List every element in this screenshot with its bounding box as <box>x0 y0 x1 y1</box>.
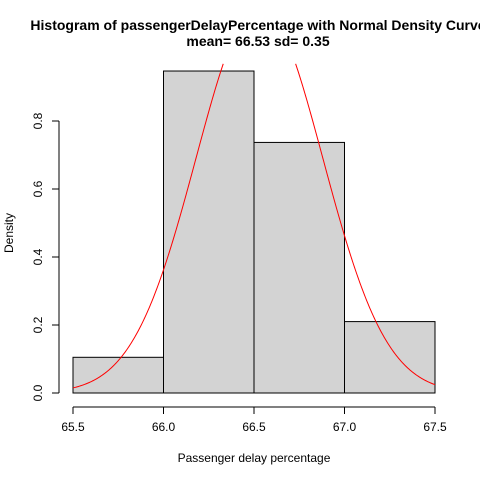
normal-density-curve <box>72 63 436 389</box>
histogram-bar-3 <box>253 141 345 394</box>
chart-subtitle: mean= 66.53 sd= 0.35 <box>186 33 329 49</box>
x-axis-label: Passenger delay percentage <box>178 451 331 465</box>
y-axis-label: Density <box>2 213 16 253</box>
y-tick-label: 0.4 <box>31 248 45 265</box>
x-axis: 65.5 66.0 66.5 67.0 67.5 <box>61 406 447 434</box>
y-tick-label: 0.0 <box>31 384 45 401</box>
histogram-bar-1 <box>72 356 164 394</box>
chart-title: Histogram of passengerDelayPercentage wi… <box>30 17 480 33</box>
y-tick-label: 0.8 <box>31 112 45 129</box>
y-axis: 0.0 0.2 0.4 0.6 0.8 <box>31 112 60 401</box>
y-tick-label: 0.2 <box>31 316 45 333</box>
histogram-bar-2 <box>163 70 255 394</box>
x-tick-label: 66.5 <box>242 420 266 434</box>
x-tick-label: 65.5 <box>61 420 85 434</box>
x-tick-label: 67.5 <box>423 420 447 434</box>
x-tick-label: 67.0 <box>333 420 357 434</box>
y-tick-label: 0.6 <box>31 180 45 197</box>
histogram-bar-4 <box>344 321 436 394</box>
histogram-bars <box>72 70 436 394</box>
x-tick-label: 66.0 <box>152 420 176 434</box>
